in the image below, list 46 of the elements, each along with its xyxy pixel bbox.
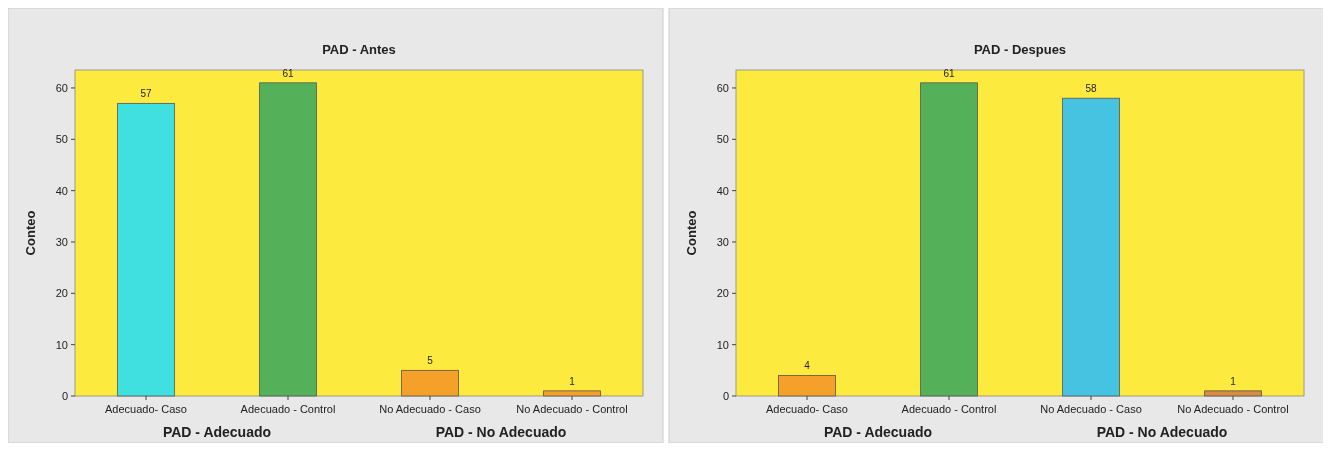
bar [543, 390, 601, 397]
x-tick-label: Adecuado- Caso [766, 403, 848, 415]
y-tick-label: 10 [55, 338, 68, 351]
y-tick-label: 40 [55, 184, 68, 197]
bar [1062, 97, 1120, 397]
text: PAD - Adecuado [162, 424, 272, 440]
y-tick-label: 0 [61, 389, 68, 402]
y-tick-label: 20 [55, 287, 68, 300]
y-tick-label: 0 [722, 389, 729, 402]
bar [1204, 390, 1262, 397]
y-tick-label: 30 [55, 235, 68, 248]
y-tick-label: 10 [716, 338, 729, 351]
y-tick-label: 30 [716, 235, 729, 248]
bar [778, 375, 836, 397]
bar [920, 82, 978, 397]
y-tick-label: 50 [716, 133, 729, 146]
data-label: 61 [282, 67, 294, 79]
data-label: 4 [804, 360, 811, 372]
data-label: 58 [1085, 83, 1097, 95]
data-label: 1 [569, 375, 576, 387]
y-tick-label: 60 [55, 81, 68, 94]
bar [117, 102, 175, 397]
x-tick-label: Adecuado- Caso [105, 403, 187, 415]
chart-title: PAD - Despues [973, 42, 1067, 57]
data-label: 5 [427, 355, 434, 367]
x-tick-label: No Adecuado - Caso [1040, 403, 1142, 415]
data-label: 57 [140, 88, 152, 100]
text: PAD - Adecuado [823, 424, 933, 440]
x-tick-label: No Adecuado - Caso [379, 403, 481, 415]
x-tick-label: Adecuado - Control [901, 403, 997, 415]
data-label: 61 [943, 67, 955, 79]
y-axis-title: Conteo [23, 210, 38, 256]
y-tick-label: 20 [716, 287, 729, 300]
x-tick-label: No Adecuado - Control [516, 403, 628, 415]
chart-title: PAD - Antes [322, 42, 396, 57]
x-tick-label: Adecuado - Control [240, 403, 336, 415]
y-axis-title: Conteo [684, 210, 699, 256]
data-label: 1 [1230, 375, 1237, 387]
y-tick-label: 40 [716, 184, 729, 197]
y-tick-label: 50 [55, 133, 68, 146]
bar [259, 82, 317, 397]
text: PAD - No Adecuado [1096, 424, 1228, 440]
x-tick-label: No Adecuado - Control [1177, 403, 1289, 415]
text: PAD - No Adecuado [435, 424, 567, 440]
bar [401, 369, 459, 397]
y-tick-label: 60 [716, 81, 729, 94]
